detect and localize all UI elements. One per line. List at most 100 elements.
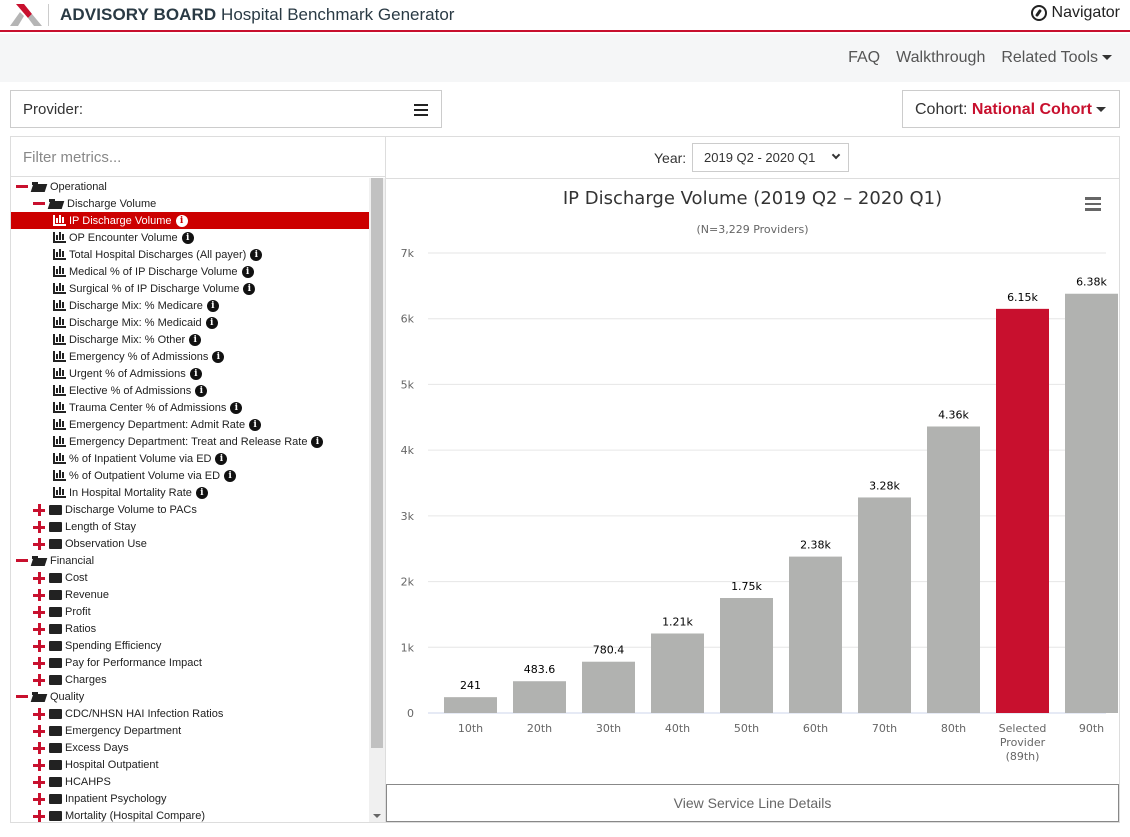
folder-open-icon [32,555,47,566]
tree-folder-item[interactable]: Ratios [11,620,369,637]
tree-folder-item[interactable]: Quality [11,688,369,705]
info-icon[interactable]: i [250,248,263,261]
info-icon[interactable]: i [212,350,225,363]
faq-link[interactable]: FAQ [848,49,881,66]
tree-folder-item[interactable]: Operational [11,178,369,195]
info-icon[interactable]: i [195,486,208,499]
expand-icon[interactable] [33,792,45,805]
collapse-icon[interactable] [16,185,28,188]
tree-item-label: Trauma Center % of Admissions [69,401,227,414]
expand-icon[interactable] [33,605,45,618]
year-select[interactable]: 2019 Q2 - 2020 Q1 [692,143,849,172]
expand-icon[interactable] [33,707,45,720]
expand-icon[interactable] [33,571,45,584]
tree-metric-item[interactable]: Emergency Department: Admit Rate i [11,416,369,433]
expand-icon[interactable] [33,758,45,771]
tree-metric-item[interactable]: Trauma Center % of Admissions i [11,399,369,416]
expand-icon[interactable] [33,622,45,635]
related-tools-dropdown[interactable]: Related Tools [1001,49,1112,67]
year-value: 2019 Q2 - 2020 Q1 [704,150,816,165]
tree-folder-item[interactable]: Revenue [11,586,369,603]
expand-icon[interactable] [33,724,45,737]
view-service-line-details-button[interactable]: View Service Line Details [386,784,1119,822]
info-icon[interactable]: i [175,214,188,227]
info-icon[interactable]: i [215,452,228,465]
expand-icon[interactable] [33,673,45,686]
tree-metric-item[interactable]: Total Hospital Discharges (All payer) i [11,246,369,263]
expand-icon[interactable] [33,520,45,533]
tree-metric-item[interactable]: Medical % of IP Discharge Volume i [11,263,369,280]
tree-folder-item[interactable]: Charges [11,671,369,688]
tree-metric-item[interactable]: Discharge Mix: % Other i [11,331,369,348]
tree-metric-item[interactable]: Emergency Department: Treat and Release … [11,433,369,450]
info-icon[interactable]: i [230,401,243,414]
expand-icon[interactable] [33,588,45,601]
tree-folder-item[interactable]: Profit [11,603,369,620]
expand-icon[interactable] [33,537,45,550]
tree-folder-item[interactable]: Spending Efficiency [11,637,369,654]
tree-folder-item[interactable]: Inpatient Psychology [11,790,369,807]
collapse-icon[interactable] [16,695,28,698]
provider-label: Provider: [23,101,84,118]
tree-folder-item[interactable]: Financial [11,552,369,569]
tree-metric-item[interactable]: Emergency % of Admissions i [11,348,369,365]
info-icon[interactable]: i [241,265,254,278]
tree-item-label: Urgent % of Admissions [69,367,186,380]
info-icon[interactable]: i [181,231,194,244]
filter-metrics-input[interactable]: Filter metrics... [11,137,385,177]
tree-scrollbar[interactable] [369,178,385,822]
tree-metric-item[interactable]: Discharge Mix: % Medicaid i [11,314,369,331]
tree-metric-item[interactable]: In Hospital Mortality Rate i [11,484,369,501]
info-icon[interactable]: i [189,333,202,346]
tree-folder-item[interactable]: Observation Use [11,535,369,552]
expand-icon[interactable] [33,639,45,652]
info-icon[interactable]: i [205,316,218,329]
tree-metric-item[interactable]: % of Outpatient Volume via ED i [11,467,369,484]
tree-folder-item[interactable]: Discharge Volume to PACs [11,501,369,518]
folder-icon [49,742,62,753]
tree-metric-item[interactable]: IP Discharge Volume i [11,212,369,229]
tree-folder-item[interactable]: Pay for Performance Impact [11,654,369,671]
expand-icon[interactable] [33,656,45,669]
provider-menu-icon[interactable] [414,104,428,116]
tree-metric-item[interactable]: Urgent % of Admissions i [11,365,369,382]
provider-selector[interactable]: Provider: [10,90,442,128]
tree-item-label: Elective % of Admissions [69,384,192,397]
info-icon[interactable]: i [224,469,237,482]
tree-item-label: Emergency Department: Admit Rate [69,418,246,431]
info-icon[interactable]: i [249,418,262,431]
info-icon[interactable]: i [243,282,256,295]
scrollbar-thumb[interactable] [371,178,383,748]
collapse-icon[interactable] [16,559,28,562]
tree-metric-item[interactable]: OP Encounter Volume i [11,229,369,246]
info-icon[interactable]: i [189,367,202,380]
tree-folder-item[interactable]: Length of Stay [11,518,369,535]
folder-icon [49,589,62,600]
info-icon[interactable]: i [206,299,219,312]
expand-icon[interactable] [33,775,45,788]
tree-folder-item[interactable]: Mortality (Hospital Compare) [11,807,369,822]
tree-folder-item[interactable]: Emergency Department [11,722,369,739]
info-icon[interactable]: i [311,435,324,448]
expand-icon[interactable] [33,809,45,822]
tree-metric-item[interactable]: % of Inpatient Volume via ED i [11,450,369,467]
tree-folder-item[interactable]: CDC/NHSN HAI Infection Ratios [11,705,369,722]
tree-folder-item[interactable]: Hospital Outpatient [11,756,369,773]
cohort-dropdown[interactable]: Cohort: National Cohort [902,90,1120,128]
tree-item-label: Emergency Department: Treat and Release … [69,435,308,448]
expand-icon[interactable] [33,503,45,516]
tree-folder-item[interactable]: Cost [11,569,369,586]
info-icon[interactable]: i [195,384,208,397]
tree-folder-item[interactable]: HCAHPS [11,773,369,790]
tree-folder-item[interactable]: Excess Days [11,739,369,756]
expand-icon[interactable] [33,741,45,754]
scroll-down-arrow-icon[interactable] [373,814,381,818]
walkthrough-link[interactable]: Walkthrough [896,49,986,66]
tree-metric-item[interactable]: Surgical % of IP Discharge Volume i [11,280,369,297]
tree-metric-item[interactable]: Elective % of Admissions i [11,382,369,399]
chart-menu-icon[interactable] [1085,197,1101,211]
tree-metric-item[interactable]: Discharge Mix: % Medicare i [11,297,369,314]
navigator-button[interactable]: Navigator [1030,4,1120,22]
collapse-icon[interactable] [33,202,45,205]
tree-folder-item[interactable]: Discharge Volume [11,195,369,212]
